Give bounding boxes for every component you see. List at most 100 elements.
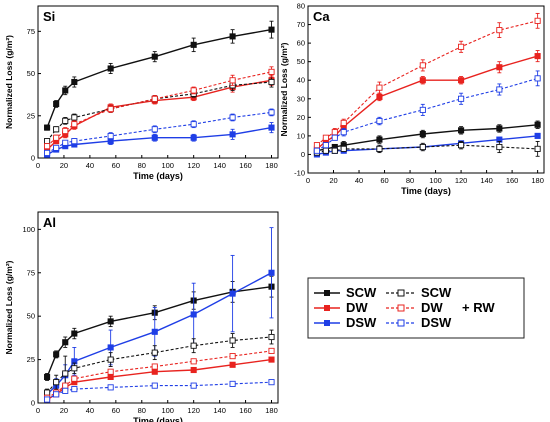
data-point [458,127,465,134]
x-tick-label: 140 [213,161,226,170]
data-point [62,139,69,146]
data-point [151,363,158,370]
data-point [268,109,275,116]
data-point [534,75,541,82]
data-point [376,84,383,91]
data-point [53,100,60,108]
series-line-dsw-solid [316,135,538,156]
data-point [190,87,197,94]
data-point [229,290,236,297]
data-point [44,124,51,131]
data-point [71,121,78,128]
data-point [229,337,236,344]
series-line-dw-dashed [46,71,272,147]
panel-label: Ca [313,9,330,24]
data-point [322,142,329,149]
y-tick-label: 80 [297,2,305,11]
x-tick-label: 0 [36,406,40,415]
data-point [322,147,329,154]
x-tick-label: 0 [36,161,40,170]
x-tick-label: 80 [138,406,146,415]
series-dsw-solid [44,122,275,158]
x-tick-label: 120 [455,176,468,185]
plot-frame [307,5,545,174]
x-tick-label: 60 [112,161,120,170]
x-tick-label: 60 [380,176,388,185]
x-tick-label: 40 [355,176,363,185]
series-dw-dashed [44,347,275,401]
x-tick-label: 100 [161,406,174,415]
data-point [107,318,114,325]
y-tick-label: 0 [31,154,35,163]
series-scw-solid [44,275,275,381]
data-point [268,379,275,386]
data-point [62,382,69,389]
data-point [229,77,236,84]
legend-marker-solid-dw [324,305,330,311]
data-point [268,124,275,131]
data-point [190,41,197,48]
data-point [458,95,465,102]
y-tick-label: 100 [22,225,35,234]
x-tick-label: 180 [265,161,278,170]
series-line-dsw-solid [46,272,272,395]
legend-frame [307,277,525,339]
series-line-dsw-solid [46,126,272,156]
legend-label-dashed-dw: DW [421,300,443,315]
data-point [340,145,347,152]
data-point [458,77,465,84]
x-tick-label: 60 [112,406,120,415]
data-point [268,356,275,363]
data-point [71,78,78,86]
series-dsw-dashed [44,379,275,403]
data-point [151,95,158,102]
x-tick-label: 120 [187,161,200,170]
data-point [190,366,197,374]
x-tick-label: 160 [506,176,519,185]
x-tick-label: 140 [213,406,226,415]
legend-label-solid-scw: SCW [346,285,377,300]
data-point [62,387,69,394]
y-tick-label: 50 [27,69,35,78]
chart-al: Al0 20 40 60 80 100 120 140 160 1800255075100Time… [4,211,279,422]
y-tick-label: 0 [31,399,35,408]
y-tick-label: 25 [27,355,35,364]
data-point [151,134,158,141]
data-point [268,347,275,354]
data-point [53,379,60,386]
y-tick-label: 75 [27,27,35,36]
y-tick-label: 50 [27,312,35,321]
y-tick-label: 60 [297,39,305,48]
series-line-dsw-dashed [46,381,272,400]
x-tick-label: 20 [60,161,68,170]
data-point [107,384,114,391]
data-point [53,144,60,151]
data-point [268,78,275,86]
data-point [44,389,51,396]
x-tick-label: 160 [239,406,252,415]
series-line-dsw-dashed [316,77,538,152]
data-point [151,328,158,335]
data-point [322,134,329,141]
data-point [534,132,541,139]
data-point [107,373,114,381]
data-point [151,382,158,389]
data-point [151,349,158,356]
data-point [534,17,541,24]
legend-label-solid-dsw: DSW [346,315,377,330]
data-point [107,356,114,363]
x-tick-label: 40 [86,406,94,415]
series-line-dsw-dashed [46,111,272,154]
data-point [53,126,60,133]
series-dw-solid [44,356,275,403]
legend-label-dashed-scw: SCW [421,285,452,300]
data-point [62,370,69,377]
chart-ca: Ca0 20 40 60 80 100 120 140 160 180-1001020304050… [279,2,545,196]
data-point [496,143,503,151]
data-point [53,134,60,141]
legend-marker-dashed-dsw [397,319,405,327]
legend-label-solid-dw: DW [346,300,368,315]
data-point [71,365,78,372]
x-tick-label: 100 [429,176,442,185]
